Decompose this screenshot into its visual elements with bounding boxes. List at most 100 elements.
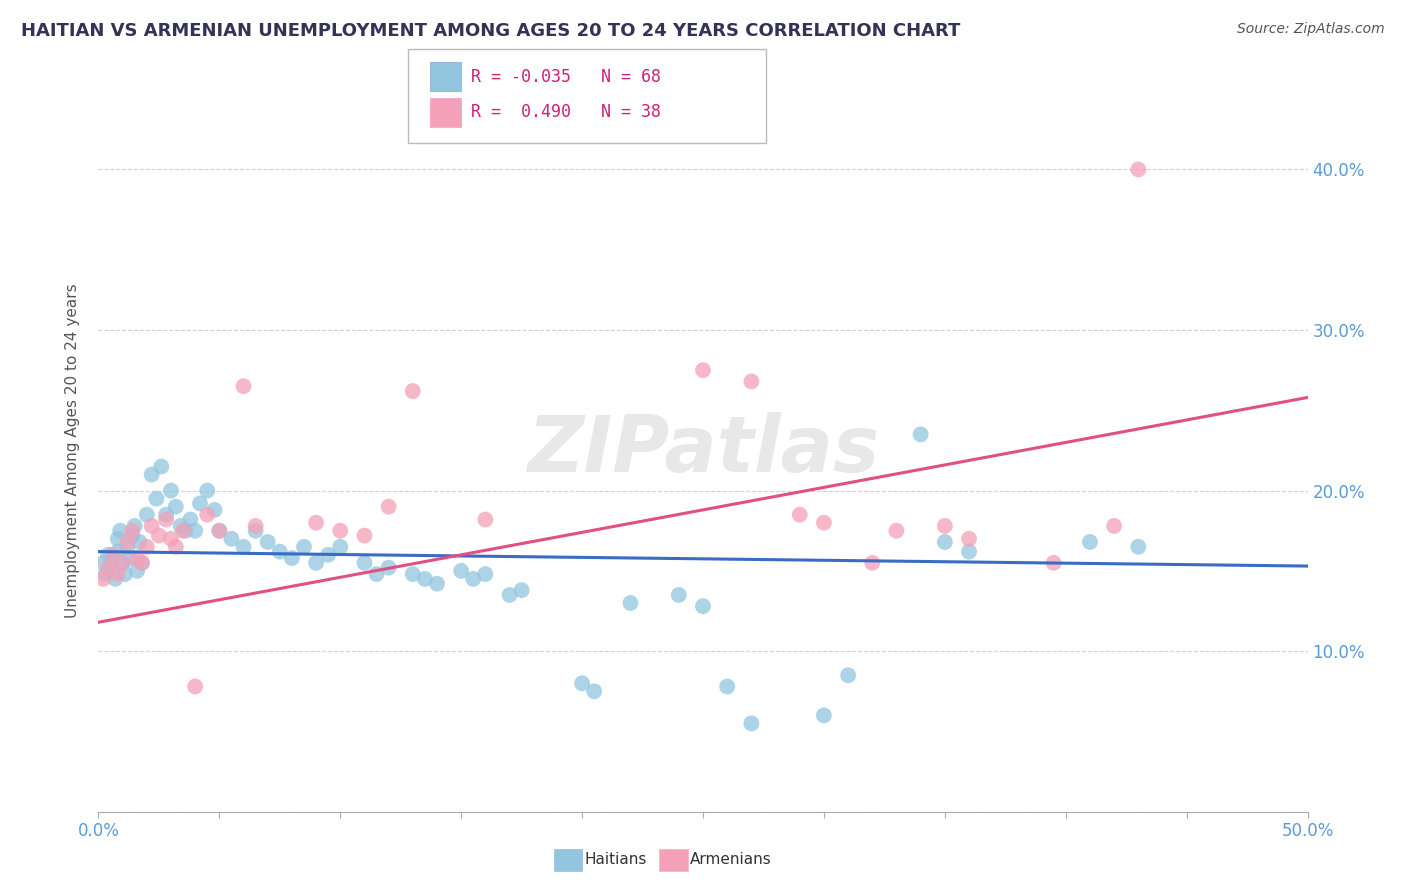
Point <box>104 572 127 586</box>
Point <box>281 551 304 566</box>
Point <box>910 427 932 442</box>
Point <box>934 519 956 533</box>
Point <box>1042 556 1064 570</box>
Point <box>131 556 153 570</box>
Point <box>740 375 762 389</box>
Point <box>245 519 267 533</box>
Point <box>155 508 177 522</box>
Point <box>269 544 291 558</box>
Point <box>135 508 157 522</box>
Point <box>232 379 254 393</box>
Point <box>150 459 173 474</box>
Text: Haitians: Haitians <box>585 853 647 867</box>
Point <box>94 567 117 582</box>
Point <box>127 564 149 578</box>
Point <box>108 524 131 538</box>
Point <box>100 560 122 574</box>
Point <box>107 532 129 546</box>
Text: R = -0.035   N = 68: R = -0.035 N = 68 <box>471 68 661 86</box>
Point <box>583 684 606 698</box>
Point <box>498 588 520 602</box>
Point <box>957 544 980 558</box>
Point <box>165 500 187 514</box>
Point <box>111 556 134 570</box>
Point <box>232 540 254 554</box>
Point <box>121 524 143 538</box>
Point <box>221 532 243 546</box>
Point <box>160 532 183 546</box>
Point <box>256 535 278 549</box>
Point <box>329 540 352 554</box>
Point <box>118 551 141 566</box>
Point <box>292 540 315 554</box>
Point <box>188 496 211 510</box>
Point <box>402 384 425 398</box>
Point <box>91 556 114 570</box>
Point <box>101 551 124 566</box>
Point <box>165 540 187 554</box>
Point <box>111 556 134 570</box>
Point <box>128 535 150 549</box>
Point <box>145 491 167 506</box>
Point <box>127 551 149 566</box>
Y-axis label: Unemployment Among Ages 20 to 24 years: Unemployment Among Ages 20 to 24 years <box>65 283 80 618</box>
Point <box>692 363 714 377</box>
Point <box>148 528 170 542</box>
Point <box>837 668 859 682</box>
Point <box>934 535 956 549</box>
Point <box>957 532 980 546</box>
Point <box>860 556 883 570</box>
Point <box>740 716 762 731</box>
Point <box>208 524 231 538</box>
Point <box>329 524 352 538</box>
Point <box>353 556 375 570</box>
Point <box>426 576 449 591</box>
Point <box>184 524 207 538</box>
Point <box>353 528 375 542</box>
Point <box>121 528 143 542</box>
Point <box>1128 162 1150 177</box>
Point <box>195 483 218 498</box>
Point <box>184 680 207 694</box>
Point <box>195 508 218 522</box>
Point <box>124 519 146 533</box>
Point <box>450 564 472 578</box>
Point <box>97 560 120 574</box>
Point <box>245 524 267 538</box>
Point <box>179 512 201 526</box>
Point <box>97 548 120 562</box>
Point <box>114 567 136 582</box>
Point <box>117 540 139 554</box>
Point <box>413 572 436 586</box>
Point <box>402 567 425 582</box>
Point <box>101 548 124 562</box>
Point <box>135 540 157 554</box>
Text: ZIPatlas: ZIPatlas <box>527 412 879 489</box>
Point <box>1102 519 1125 533</box>
Point <box>316 548 339 562</box>
Point <box>377 560 399 574</box>
Text: R =  0.490   N = 38: R = 0.490 N = 38 <box>471 103 661 121</box>
Point <box>172 524 194 538</box>
Point <box>692 599 714 614</box>
Point <box>169 519 191 533</box>
Point <box>474 567 496 582</box>
Point <box>1128 540 1150 554</box>
Point <box>155 512 177 526</box>
Point <box>366 567 388 582</box>
Point <box>305 556 328 570</box>
Point <box>463 572 485 586</box>
Point <box>813 708 835 723</box>
Point <box>91 572 114 586</box>
Point <box>107 544 129 558</box>
Point <box>886 524 908 538</box>
Point <box>510 583 533 598</box>
Point <box>141 519 163 533</box>
Point <box>716 680 738 694</box>
Point <box>474 512 496 526</box>
Point <box>174 524 197 538</box>
Text: Source: ZipAtlas.com: Source: ZipAtlas.com <box>1237 22 1385 37</box>
Point <box>571 676 593 690</box>
Point <box>789 508 811 522</box>
Text: HAITIAN VS ARMENIAN UNEMPLOYMENT AMONG AGES 20 TO 24 YEARS CORRELATION CHART: HAITIAN VS ARMENIAN UNEMPLOYMENT AMONG A… <box>21 22 960 40</box>
